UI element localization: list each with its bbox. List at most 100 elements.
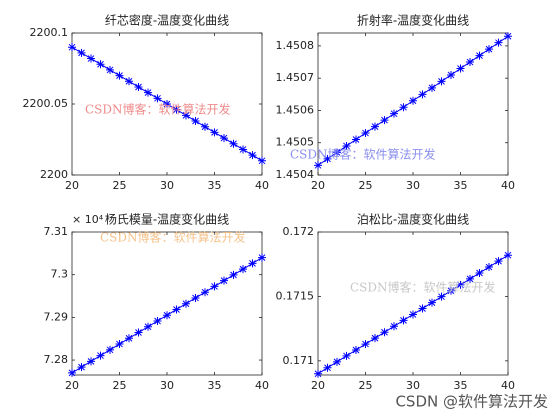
marker bbox=[418, 304, 427, 313]
marker bbox=[191, 117, 200, 126]
marker bbox=[409, 96, 417, 105]
footer: CSDN @软件算法开发 bbox=[395, 393, 548, 411]
marker bbox=[153, 317, 162, 326]
marker bbox=[466, 58, 474, 67]
marker bbox=[153, 94, 162, 103]
x-tick-label: 35 bbox=[208, 179, 222, 192]
watermark: CSDN博客：软件算法开发 bbox=[350, 280, 496, 295]
marker bbox=[248, 259, 257, 268]
marker bbox=[390, 322, 398, 331]
y-tick-label: 2200.1 bbox=[30, 26, 69, 39]
chart-title: 泊松比-温度变化曲线 bbox=[357, 212, 469, 227]
x-tick-label: 20 bbox=[65, 379, 79, 392]
marker bbox=[380, 116, 389, 125]
x-tick-label: 20 bbox=[311, 379, 325, 392]
x-tick-label: 30 bbox=[406, 379, 420, 392]
marker bbox=[504, 32, 512, 41]
marker bbox=[418, 90, 427, 99]
marker bbox=[466, 274, 474, 283]
marker bbox=[447, 70, 455, 79]
x-tick-label: 30 bbox=[160, 379, 174, 392]
marker bbox=[437, 77, 446, 86]
chart-title: 折射率-温度变化曲线 bbox=[357, 13, 469, 28]
marker bbox=[258, 156, 266, 165]
y-tick-label: 7.29 bbox=[44, 310, 69, 323]
marker bbox=[182, 299, 190, 308]
x-tick-label: 25 bbox=[359, 179, 373, 192]
marker bbox=[134, 82, 143, 91]
x-tick-label: 40 bbox=[501, 179, 515, 192]
marker bbox=[314, 161, 322, 170]
x-tick-label: 35 bbox=[454, 379, 468, 392]
y-tick-label: 1.4508 bbox=[276, 39, 315, 52]
marker bbox=[342, 351, 351, 360]
marker bbox=[475, 51, 484, 60]
marker bbox=[323, 154, 332, 163]
marker bbox=[68, 43, 76, 52]
marker bbox=[220, 134, 228, 143]
marker bbox=[106, 65, 114, 74]
exponent-label: × 10⁴ bbox=[72, 213, 104, 226]
marker bbox=[201, 122, 209, 131]
marker bbox=[229, 139, 238, 148]
axes-frame bbox=[317, 231, 509, 376]
marker bbox=[342, 141, 351, 150]
x-tick-label: 30 bbox=[160, 179, 174, 192]
marker bbox=[144, 88, 152, 97]
marker bbox=[352, 135, 360, 144]
marker bbox=[87, 54, 95, 63]
marker bbox=[475, 268, 484, 277]
marker bbox=[494, 257, 503, 266]
x-tick-label: 40 bbox=[255, 379, 269, 392]
chart-title: 杨氏模量-温度变化曲线 bbox=[105, 212, 229, 227]
x-tick-label: 20 bbox=[65, 179, 79, 192]
marker bbox=[144, 322, 152, 331]
x-tick-label: 20 bbox=[311, 179, 325, 192]
y-tick-label: 0.171 bbox=[283, 354, 315, 367]
marker bbox=[115, 71, 124, 80]
marker bbox=[504, 251, 512, 260]
marker bbox=[361, 340, 370, 349]
marker bbox=[399, 103, 408, 112]
marker bbox=[390, 109, 398, 118]
marker bbox=[115, 340, 124, 349]
marker bbox=[437, 292, 446, 301]
y-tick-label: 7.31 bbox=[44, 225, 69, 238]
y-tick-label: 1.4506 bbox=[276, 103, 315, 116]
marker bbox=[380, 328, 389, 337]
marker bbox=[163, 100, 171, 108]
marker bbox=[172, 105, 181, 114]
marker bbox=[134, 328, 143, 337]
marker bbox=[239, 265, 247, 274]
marker bbox=[201, 288, 209, 297]
watermark: CSDN博客：软件算法开发 bbox=[290, 147, 436, 162]
marker bbox=[323, 363, 332, 372]
x-tick-label: 35 bbox=[454, 179, 468, 192]
y-tick-label: 1.4507 bbox=[276, 71, 315, 84]
marker bbox=[77, 363, 86, 372]
marker bbox=[239, 145, 247, 154]
y-tick-label: 0.172 bbox=[283, 225, 315, 238]
marker bbox=[447, 286, 455, 295]
x-tick-label: 25 bbox=[113, 179, 127, 192]
x-tick-label: 40 bbox=[255, 179, 269, 192]
marker bbox=[352, 346, 360, 355]
marker bbox=[182, 111, 190, 120]
x-tick-label: 35 bbox=[208, 379, 222, 392]
marker bbox=[485, 45, 493, 54]
watermark: CSDN博客：软件算法开发 bbox=[85, 102, 231, 117]
marker bbox=[371, 122, 379, 131]
x-tick-label: 25 bbox=[113, 379, 127, 392]
marker bbox=[371, 334, 379, 343]
marker bbox=[248, 151, 257, 160]
marker bbox=[428, 83, 436, 92]
axes-frame bbox=[71, 231, 263, 376]
marker bbox=[428, 298, 436, 307]
marker bbox=[191, 293, 200, 302]
marker bbox=[456, 64, 465, 73]
y-tick-label: 1.4504 bbox=[276, 168, 315, 181]
marker bbox=[399, 316, 408, 325]
marker bbox=[456, 280, 465, 289]
marker bbox=[314, 369, 322, 378]
